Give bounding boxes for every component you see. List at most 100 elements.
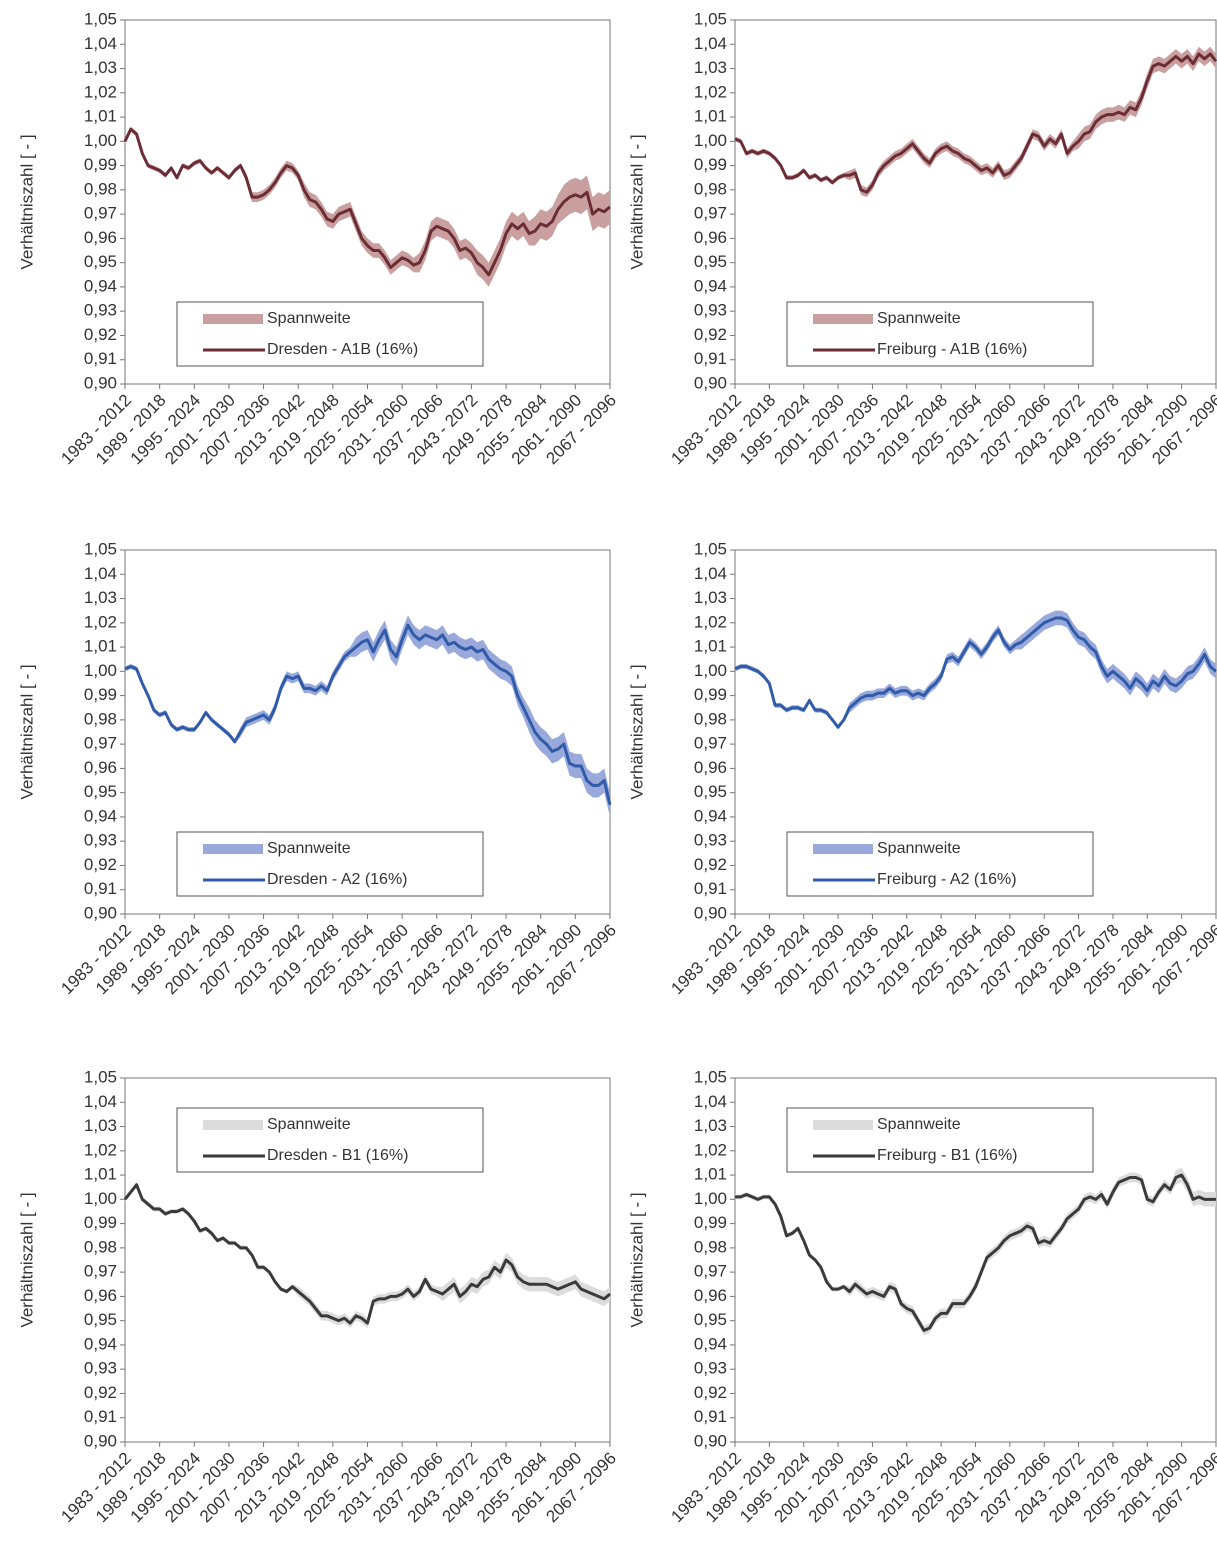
y-tick-label: 1,04 — [84, 34, 117, 53]
y-tick-label: 0,98 — [84, 179, 117, 198]
legend-label: Spannweite — [267, 310, 351, 327]
y-tick-label: 0,96 — [84, 758, 117, 777]
y-tick-label: 1,03 — [694, 1116, 727, 1135]
range-band — [125, 615, 610, 817]
y-tick-label: 0,93 — [694, 301, 727, 320]
y-tick-label: 0,99 — [84, 1213, 117, 1232]
y-tick-label: 0,93 — [84, 301, 117, 320]
y-tick-label: 0,97 — [694, 1262, 727, 1281]
y-tick-label: 1,02 — [694, 82, 727, 101]
y-tick-label: 0,95 — [84, 782, 117, 801]
y-tick-label: 0,98 — [694, 179, 727, 198]
panel: 0,90 0,91 0,92 0,93 0,94 0,95 0,96 0,97 0,98 0,99… — [17, 1067, 620, 1526]
range-band — [125, 126, 610, 287]
y-tick-label: 0,98 — [84, 709, 117, 728]
y-tick-label: 0,91 — [694, 1407, 727, 1426]
y-tick-label: 1,04 — [694, 34, 727, 53]
y-axis-label: Verhältniszahl [ - ] — [17, 1192, 36, 1327]
y-tick-label: 1,03 — [84, 588, 117, 607]
panel: 0,90 0,91 0,92 0,93 0,94 0,95 0,96 0,97 0,98 0,99… — [627, 9, 1217, 468]
y-tick-label: 0,91 — [694, 879, 727, 898]
y-tick-label: 1,04 — [694, 564, 727, 583]
series-line — [735, 1173, 1216, 1332]
y-tick-label: 0,94 — [694, 1334, 727, 1353]
y-tick-label: 0,97 — [84, 204, 117, 223]
legend-label: Spannweite — [267, 1116, 351, 1133]
legend-label: Dresden - B1 (16%) — [267, 1147, 408, 1164]
legend-swatch — [813, 844, 873, 854]
y-tick-label: 1,00 — [694, 661, 727, 680]
y-axis-label: Verhältniszahl [ - ] — [17, 134, 36, 269]
y-tick-label: 0,91 — [84, 349, 117, 368]
legend-swatch — [203, 1120, 263, 1130]
legend-label: Dresden - A1B (16%) — [267, 341, 418, 358]
y-tick-label: 0,90 — [694, 903, 727, 922]
legend-label: Dresden - A2 (16%) — [267, 871, 408, 888]
y-tick-label: 0,90 — [694, 373, 727, 392]
y-tick-label: 1,00 — [694, 131, 727, 150]
y-tick-label: 0,90 — [84, 903, 117, 922]
y-tick-label: 1,01 — [84, 637, 117, 656]
y-tick-label: 0,95 — [84, 252, 117, 271]
range-band — [735, 1167, 1216, 1336]
range-band — [735, 610, 1216, 730]
y-tick-label: 0,92 — [694, 1383, 727, 1402]
y-axis-label: Verhältniszahl [ - ] — [627, 664, 646, 799]
y-tick-label: 1,00 — [84, 661, 117, 680]
y-tick-label: 0,99 — [694, 1213, 727, 1232]
y-tick-label: 0,96 — [694, 228, 727, 247]
y-tick-label: 1,05 — [84, 9, 117, 28]
y-tick-label: 0,95 — [694, 782, 727, 801]
y-tick-label: 0,99 — [694, 685, 727, 704]
y-tick-label: 1,02 — [84, 612, 117, 631]
y-tick-label: 1,03 — [84, 1116, 117, 1135]
y-tick-label: 1,03 — [694, 58, 727, 77]
y-tick-label: 0,94 — [694, 276, 727, 295]
y-tick-label: 0,90 — [84, 1431, 117, 1450]
legend-box — [786, 831, 1094, 897]
y-tick-label: 1,01 — [694, 637, 727, 656]
y-tick-label: 1,02 — [694, 612, 727, 631]
y-tick-label: 0,99 — [694, 155, 727, 174]
legend-swatch — [813, 1120, 873, 1130]
y-tick-label: 0,92 — [84, 325, 117, 344]
y-tick-label: 0,98 — [84, 1237, 117, 1256]
legend-label: Freiburg - B1 (16%) — [877, 1147, 1018, 1164]
y-tick-label: 1,05 — [84, 1067, 117, 1086]
y-tick-label: 1,00 — [84, 131, 117, 150]
range-band — [125, 1182, 610, 1328]
y-axis-label: Verhältniszahl [ - ] — [627, 1192, 646, 1327]
panel: 0,90 0,91 0,92 0,93 0,94 0,95 0,96 0,97 0,98 0,99… — [17, 539, 620, 998]
y-tick-label: 0,99 — [84, 155, 117, 174]
y-tick-label: 0,95 — [84, 1310, 117, 1329]
y-tick-label: 0,96 — [84, 228, 117, 247]
y-tick-label: 0,95 — [694, 252, 727, 271]
legend-label: Spannweite — [877, 310, 961, 327]
legend-box — [176, 831, 484, 897]
y-tick-label: 0,91 — [694, 349, 727, 368]
legend-swatch — [813, 314, 873, 324]
y-tick-label: 0,94 — [84, 1334, 117, 1353]
legend-label: Freiburg - A2 (16%) — [877, 871, 1017, 888]
y-tick-label: 1,01 — [694, 107, 727, 126]
panel: 0,90 0,91 0,92 0,93 0,94 0,95 0,96 0,97 0,98 0,99… — [627, 539, 1217, 998]
y-tick-label: 0,93 — [84, 831, 117, 850]
y-tick-label: 1,01 — [84, 1165, 117, 1184]
y-tick-label: 1,04 — [84, 564, 117, 583]
y-axis-label: Verhältniszahl [ - ] — [627, 134, 646, 269]
y-tick-label: 0,92 — [694, 855, 727, 874]
legend-swatch — [203, 844, 263, 854]
y-tick-label: 0,94 — [84, 806, 117, 825]
y-tick-label: 0,95 — [694, 1310, 727, 1329]
y-tick-label: 1,05 — [694, 1067, 727, 1086]
y-tick-label: 0,93 — [694, 1359, 727, 1378]
y-tick-label: 1,05 — [694, 9, 727, 28]
y-tick-label: 0,99 — [84, 685, 117, 704]
y-tick-label: 0,94 — [84, 276, 117, 295]
y-tick-label: 0,92 — [694, 325, 727, 344]
legend-box — [786, 1107, 1094, 1173]
y-tick-label: 0,92 — [84, 855, 117, 874]
y-tick-label: 1,05 — [694, 539, 727, 558]
panel: 0,90 0,91 0,92 0,93 0,94 0,95 0,96 0,97 0,98 0,99… — [17, 9, 620, 468]
